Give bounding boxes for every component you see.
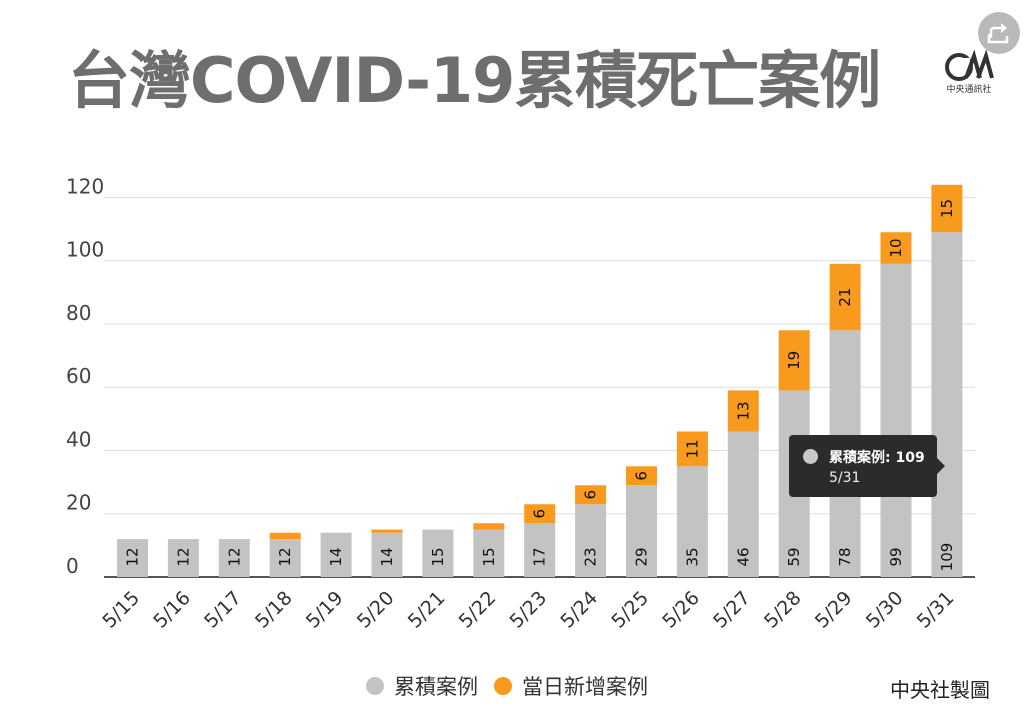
data-label-cumulative: 46	[734, 547, 752, 566]
bar-daily	[676, 431, 708, 467]
data-label-cumulative: 12	[124, 547, 142, 566]
bar-cumulative	[320, 532, 352, 577]
data-label-cumulative: 59	[785, 547, 803, 566]
bar-cumulative	[117, 539, 148, 577]
x-tick-label: 5/19	[302, 587, 348, 633]
bar-cumulative	[880, 263, 912, 577]
data-label-daily: 6	[531, 509, 549, 519]
tooltip: 累積案例: 109 5/31	[789, 435, 945, 497]
x-tick-label: 5/16	[149, 587, 195, 633]
data-label-daily: 6	[582, 490, 600, 500]
x-tick-label: 5/29	[811, 587, 857, 633]
bar-daily	[626, 466, 657, 486]
data-label-cumulative: 35	[683, 547, 701, 566]
data-label-daily: 11	[683, 439, 701, 458]
bar-cumulative	[626, 485, 657, 577]
bar-cumulative	[167, 539, 199, 577]
tooltip-value: 累積案例: 109	[829, 450, 925, 466]
legend-dot-cumulative	[366, 677, 384, 695]
x-tick-label: 5/27	[709, 587, 755, 633]
x-tick-label: 5/31	[913, 587, 959, 633]
data-label-daily: 21	[836, 288, 854, 307]
x-tick-label: 5/24	[556, 587, 602, 633]
share-button[interactable]	[978, 12, 1020, 54]
bar-cumulative	[575, 504, 607, 577]
bar-cumulative	[676, 466, 708, 577]
x-tick-label: 5/21	[404, 587, 450, 633]
bar-cumulative	[269, 539, 301, 577]
bar-cumulative	[422, 529, 454, 577]
data-label-cumulative: 14	[327, 547, 345, 566]
tooltip-date: 5/31	[829, 470, 861, 486]
legend-item-daily[interactable]: 當日新增案例	[494, 671, 648, 701]
cna-logo-icon	[934, 49, 1004, 110]
y-tick-label: 80	[66, 301, 91, 325]
bar-daily	[371, 529, 403, 533]
data-label-cumulative: 12	[174, 547, 192, 566]
data-label-daily: 10	[887, 239, 905, 258]
data-label-cumulative: 12	[225, 547, 243, 566]
bar-cumulative	[218, 539, 250, 577]
data-label-cumulative: 15	[480, 547, 498, 566]
bar-daily	[727, 390, 759, 432]
bar-daily	[575, 485, 607, 505]
bar-cumulative	[727, 431, 759, 577]
legend-label-daily: 當日新增案例	[522, 675, 648, 699]
x-tick-label: 5/23	[506, 587, 552, 633]
bar-cumulative	[524, 523, 556, 577]
share-icon	[987, 23, 1009, 44]
x-tick-label: 5/20	[353, 587, 399, 633]
legend-dot-daily	[494, 677, 512, 695]
data-label-daily: 19	[785, 351, 803, 370]
x-tick-label: 5/17	[200, 587, 246, 633]
credit-text: 中央社製圖	[890, 678, 990, 702]
bar-cumulative	[473, 529, 505, 577]
data-label-daily: 13	[734, 401, 752, 420]
bar-cumulative	[931, 232, 963, 577]
data-label-cumulative: 12	[276, 547, 294, 566]
logo-text: 中央通訊社	[946, 85, 992, 95]
bar-daily	[524, 504, 556, 524]
x-tick-label: 5/25	[607, 587, 653, 633]
bar-daily	[269, 532, 301, 540]
data-label-cumulative: 109	[938, 543, 956, 572]
y-tick-label: 120	[66, 174, 104, 198]
legend-item-cumulative[interactable]: 累積案例	[366, 671, 478, 701]
x-tick-label: 5/22	[455, 587, 501, 633]
chart-title: 台灣COVID-19累積死亡案例	[68, 44, 881, 117]
y-tick-label: 40	[66, 427, 91, 451]
tooltip-arrow	[936, 457, 945, 475]
data-label-daily: 15	[938, 199, 956, 218]
bar-cumulative	[371, 532, 403, 577]
bar-daily	[473, 523, 505, 530]
data-label-cumulative: 14	[378, 547, 396, 566]
bar-daily	[829, 263, 861, 331]
y-tick-label: 0	[66, 554, 79, 578]
x-tick-label: 5/26	[658, 587, 704, 633]
data-label-cumulative: 15	[429, 547, 447, 566]
bar-daily	[778, 330, 810, 391]
legend-label-cumulative: 累積案例	[394, 675, 478, 699]
data-label-cumulative: 29	[633, 547, 651, 566]
bar-daily	[931, 184, 963, 233]
y-tick-label: 20	[66, 491, 91, 515]
bar-daily	[880, 232, 912, 264]
data-label-daily: 6	[633, 471, 651, 481]
x-tick-label: 5/30	[862, 587, 908, 633]
x-tick-label: 5/18	[251, 587, 297, 633]
x-tick-label: 5/28	[760, 587, 806, 633]
tooltip-series-dot	[803, 449, 818, 464]
data-label-cumulative: 99	[887, 547, 905, 566]
data-label-cumulative: 23	[582, 547, 600, 566]
x-tick-label: 5/15	[98, 587, 144, 633]
y-tick-label: 60	[66, 364, 91, 388]
data-label-cumulative: 17	[531, 547, 549, 566]
y-tick-label: 100	[66, 238, 104, 262]
data-label-cumulative: 78	[836, 547, 854, 566]
legend: 累積案例 當日新增案例	[366, 672, 664, 700]
